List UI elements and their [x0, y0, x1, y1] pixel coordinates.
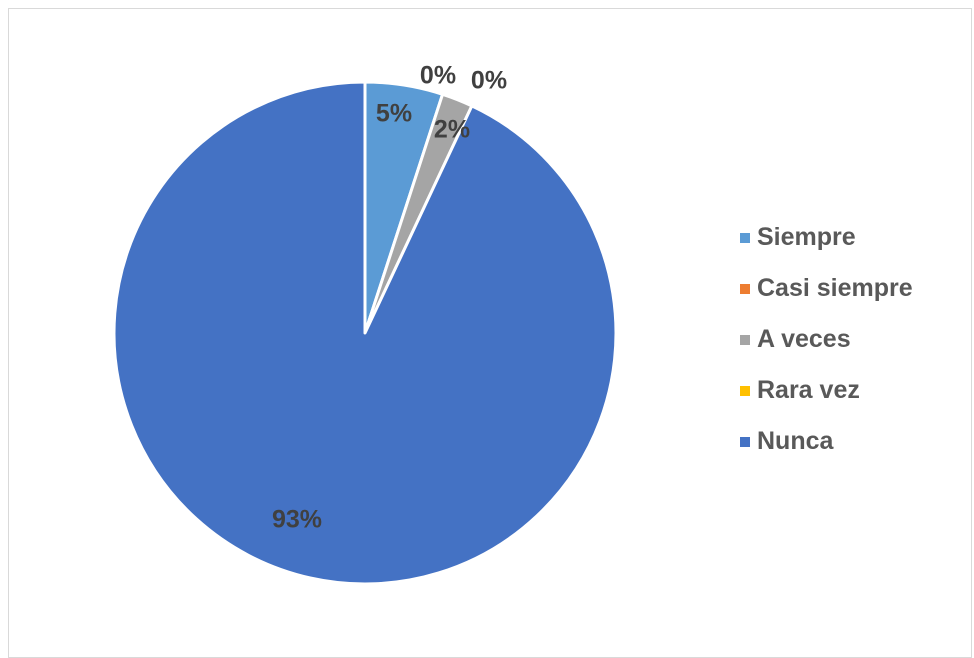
legend-item-a-veces: A veces	[740, 314, 913, 365]
legend-label-casi-siempre: Casi siempre	[757, 274, 913, 302]
data-label-nunca: 93%	[272, 506, 322, 534]
pie-slices	[112, 80, 618, 586]
legend: Siempre Casi siempre A veces Rara vez Nunca	[740, 212, 913, 467]
data-label-siempre: 5%	[376, 100, 412, 128]
data-label-casi-siempre: 0%	[420, 62, 456, 90]
legend-swatch-nunca	[740, 436, 750, 447]
legend-label-nunca: Nunca	[757, 427, 834, 455]
legend-label-rara-vez: Rara vez	[757, 376, 860, 404]
legend-item-rara-vez: Rara vez	[740, 365, 913, 416]
legend-swatch-rara-vez	[740, 385, 750, 396]
data-labels: 5%0%2%0%93%	[272, 62, 507, 534]
legend-item-siempre: Siempre	[740, 212, 913, 263]
legend-swatch-casi-siempre	[740, 283, 750, 294]
legend-swatch-a-veces	[740, 334, 750, 345]
legend-item-casi-siempre: Casi siempre	[740, 263, 913, 314]
legend-label-siempre: Siempre	[757, 223, 856, 251]
data-label-rara-vez: 0%	[471, 67, 507, 95]
pie-slice-nunca	[112, 80, 618, 586]
legend-label-a-veces: A veces	[757, 325, 851, 353]
legend-swatch-siempre	[740, 232, 750, 243]
data-label-a-veces: 2%	[434, 116, 470, 144]
legend-item-nunca: Nunca	[740, 416, 913, 467]
